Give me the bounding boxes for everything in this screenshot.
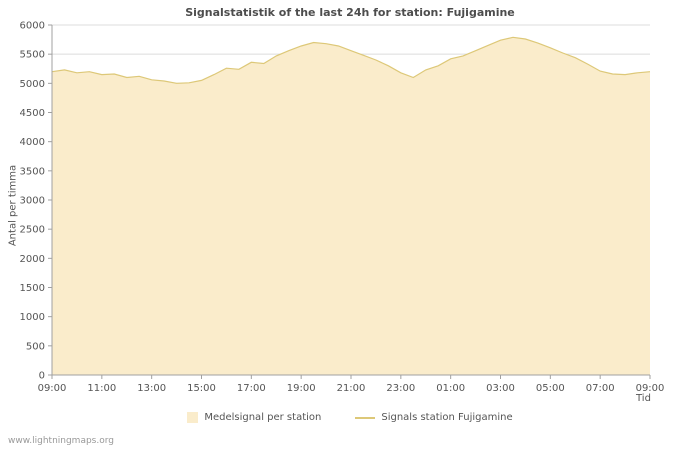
svg-text:4500: 4500 xyxy=(20,108,45,119)
y-axis-label: Antal per timma xyxy=(7,164,19,247)
svg-text:15:00: 15:00 xyxy=(187,383,216,394)
svg-text:0: 0 xyxy=(39,371,45,382)
x-axis-label: Tid xyxy=(636,393,651,404)
svg-text:1000: 1000 xyxy=(20,312,45,323)
svg-text:2500: 2500 xyxy=(20,225,45,236)
svg-text:21:00: 21:00 xyxy=(337,383,366,394)
svg-text:6000: 6000 xyxy=(20,21,45,32)
svg-text:03:00: 03:00 xyxy=(486,383,515,394)
svg-text:09:00: 09:00 xyxy=(636,383,665,394)
svg-text:2000: 2000 xyxy=(20,254,45,265)
svg-text:5500: 5500 xyxy=(20,50,45,61)
legend-item-average: Medelsignal per station xyxy=(187,412,321,423)
area-swatch-icon xyxy=(187,412,199,423)
watermark-link[interactable]: www.lightningmaps.org xyxy=(8,436,114,446)
svg-text:09:00: 09:00 xyxy=(38,383,67,394)
legend-item-station: Signals station Fujigamine xyxy=(355,412,513,423)
svg-text:3500: 3500 xyxy=(20,166,45,177)
svg-text:13:00: 13:00 xyxy=(137,383,166,394)
svg-text:5000: 5000 xyxy=(20,79,45,90)
svg-text:11:00: 11:00 xyxy=(87,383,116,394)
line-swatch-icon xyxy=(355,416,376,419)
svg-text:1500: 1500 xyxy=(20,283,45,294)
svg-text:07:00: 07:00 xyxy=(586,383,615,394)
legend-label-station: Signals station Fujigamine xyxy=(381,412,513,423)
chart-title: Signalstatistik of the last 24h for stat… xyxy=(185,6,515,19)
legend: Medelsignal per station Signals station … xyxy=(0,412,700,423)
svg-text:23:00: 23:00 xyxy=(386,383,415,394)
svg-text:01:00: 01:00 xyxy=(436,383,465,394)
svg-text:500: 500 xyxy=(26,341,45,352)
svg-text:05:00: 05:00 xyxy=(536,383,565,394)
svg-text:17:00: 17:00 xyxy=(237,383,266,394)
svg-text:4000: 4000 xyxy=(20,137,45,148)
legend-label-average: Medelsignal per station xyxy=(204,412,322,423)
svg-text:3000: 3000 xyxy=(20,196,45,207)
svg-text:19:00: 19:00 xyxy=(287,383,316,394)
